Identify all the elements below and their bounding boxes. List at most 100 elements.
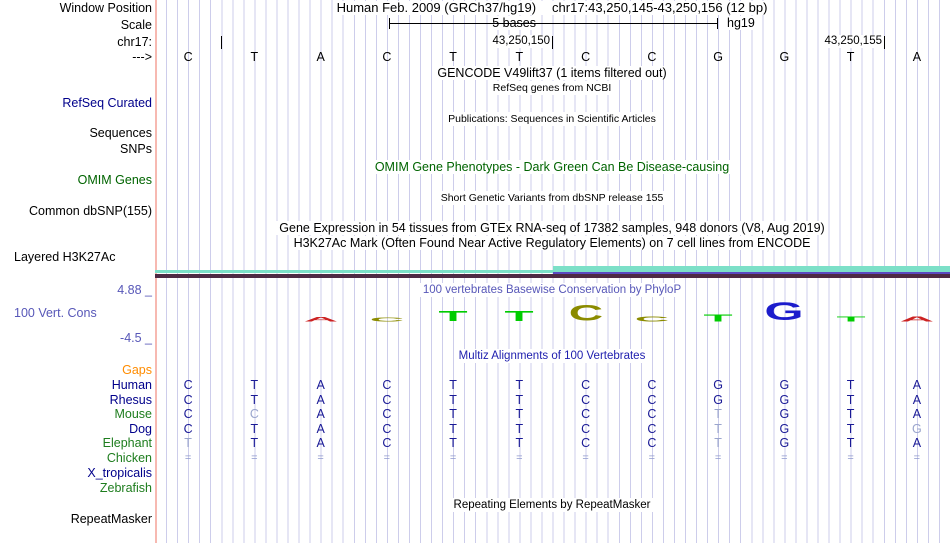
track-message-h3k27ac: H3K27Ac Mark (Often Found Near Active Re… [290, 236, 814, 250]
track-message-phylop: 100 vertebrates Basewise Conservation by… [419, 283, 685, 297]
alignment-base: = [913, 452, 921, 464]
alignment-base: G [779, 436, 790, 450]
alignment-base: = [317, 452, 324, 464]
sidebar-item-species-dog[interactable]: Dog [129, 422, 152, 436]
track-message-gtex: Gene Expression in 54 tissues from GTEx … [276, 221, 828, 235]
alignment-base: A [316, 407, 325, 421]
alignment-base: C [581, 436, 591, 450]
ruler-tick [552, 36, 553, 49]
alignment-base: = [184, 452, 192, 464]
alignment-base: T [515, 407, 524, 421]
sidebar-item-repeatmasker[interactable]: RepeatMasker [70, 512, 152, 526]
conservation-letter-A: A [303, 315, 338, 323]
sidebar-item-species-elephant[interactable]: Elephant [102, 436, 152, 450]
sidebar-item-cons-max[interactable]: 4.88 _ [117, 283, 152, 297]
alignment-base: T [515, 393, 524, 407]
sequence-base: T [846, 50, 855, 64]
browser-tracks-image[interactable]: Human Feb. 2009 (GRCh37/hg19) chr17:43,25… [155, 0, 950, 543]
alignment-base: G [779, 407, 790, 421]
alignment-base: = [516, 452, 523, 464]
sequence-base: T [515, 50, 524, 64]
sidebar-item-snps[interactable]: SNPs [120, 142, 152, 156]
sidebar-item-strand[interactable]: ---> [132, 50, 152, 64]
alignment-base: T [714, 422, 722, 436]
alignment-base: G [912, 422, 922, 436]
alignment-base: C [647, 422, 657, 436]
sidebar-item-species-human[interactable]: Human [111, 378, 152, 392]
sidebar-item-species-mouse[interactable]: Mouse [114, 407, 152, 421]
sidebar-item-window-position[interactable]: Window Position [59, 1, 152, 15]
sequence-base: A [912, 50, 922, 64]
sidebar-item-chrom[interactable]: chr17: [117, 35, 152, 49]
alignment-base: = [781, 452, 788, 464]
sidebar-item-species-zebrafish[interactable]: Zebrafish [99, 481, 152, 495]
track-message-omim: OMIM Gene Phenotypes - Dark Green Can Be… [371, 160, 733, 174]
alignment-base: C [581, 422, 591, 436]
sidebar-item-layered-h3k27ac[interactable]: Layered H3K27Ac [14, 250, 116, 264]
sidebar-item-100-vert-cons[interactable]: 100 Vert. Cons [14, 306, 97, 320]
alignment-base: = [582, 452, 589, 464]
sequence-base: C [581, 50, 591, 64]
alignment-base: C [647, 393, 657, 407]
alignment-base: C [647, 436, 657, 450]
alignment-base: C [183, 407, 193, 421]
track-message-dbsnp: Short Genetic Variants from dbSNP releas… [437, 191, 667, 205]
sequence-base: T [250, 50, 259, 64]
alignment-base: C [183, 422, 193, 436]
sidebar-item-gaps[interactable]: Gaps [122, 363, 152, 377]
alignment-base: A [316, 378, 325, 392]
sidebar-item-scale[interactable]: Scale [120, 18, 152, 32]
alignment-base: = [383, 452, 391, 464]
alignment-base: T [846, 407, 855, 421]
alignment-base: T [250, 378, 259, 392]
sequence-base: A [316, 50, 325, 64]
scale-bar [389, 18, 718, 29]
alignment-base: T [449, 378, 457, 392]
sidebar-item-common-dbsnp[interactable]: Common dbSNP(155) [29, 204, 152, 218]
alignment-base: C [581, 378, 591, 392]
sidebar-item-sequences[interactable]: Sequences [89, 126, 152, 140]
alignment-base: C [382, 422, 392, 436]
sidebar-item-species-chicken[interactable]: Chicken [106, 451, 152, 465]
alignment-base: T [250, 436, 259, 450]
track-message-refseq: RefSeq genes from NCBI [489, 81, 615, 95]
alignment-base: T [449, 422, 457, 436]
alignment-base: A [316, 393, 325, 407]
alignment-base: C [249, 407, 259, 421]
conservation-letter-A: A [899, 315, 935, 323]
alignment-base: C [647, 407, 657, 421]
conservation-letter-G: G [764, 296, 804, 326]
sequence-base: G [713, 50, 723, 64]
alignment-base: G [779, 422, 790, 436]
alignment-base: T [515, 436, 524, 450]
alignment-base: T [250, 393, 259, 407]
conservation-letter-T: T [703, 311, 733, 324]
alignment-base: A [316, 422, 325, 436]
sequence-base: T [449, 50, 457, 64]
alignment-base: T [714, 407, 722, 421]
alignment-base: T [449, 436, 457, 450]
alignment-base: G [779, 393, 790, 407]
alignment-base: G [713, 378, 723, 392]
sidebar-item-species-x-tropicalis[interactable]: X_tropicalis [87, 466, 152, 480]
alignment-base: = [449, 452, 457, 464]
alignment-base: = [714, 452, 722, 464]
sidebar-item-omim-genes[interactable]: OMIM Genes [77, 173, 152, 187]
sidebar-item-refseq-curated[interactable]: RefSeq Curated [62, 96, 152, 110]
sidebar-item-cons-min[interactable]: -4.5 _ [120, 331, 152, 345]
sidebar-item-species-rhesus[interactable]: Rhesus [109, 393, 152, 407]
h3k27ac-bar-purple-right [553, 272, 950, 274]
ruler-tick [884, 36, 885, 49]
h3k27ac-bar-maroon-full [155, 274, 950, 278]
track-message-publications: Publications: Sequences in Scientific Ar… [445, 112, 659, 126]
alignment-base: T [846, 393, 855, 407]
alignment-base: A [912, 407, 922, 421]
alignment-base: T [449, 393, 457, 407]
ruler-coordinate-label: 43,250,150 [491, 35, 551, 48]
alignment-base: T [846, 378, 855, 392]
track-message-multiz: Multiz Alignments of 100 Vertebrates [455, 349, 649, 363]
